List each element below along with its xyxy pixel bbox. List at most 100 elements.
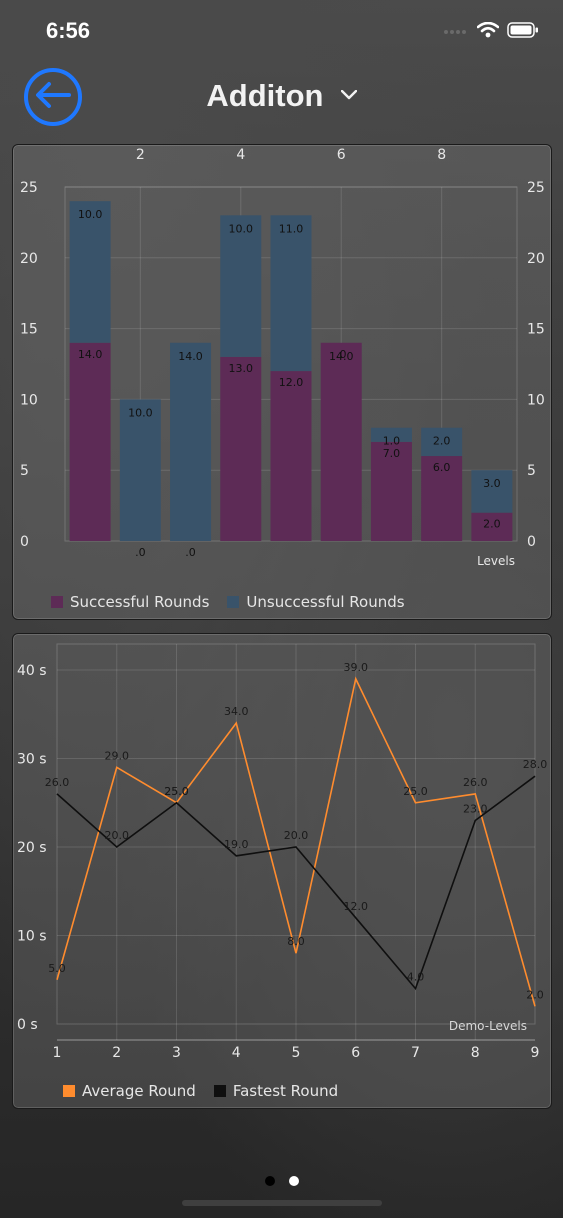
- x-tick-label: 4: [232, 1045, 241, 1061]
- data-label-fastest: 28.0: [523, 758, 548, 771]
- data-label-unsuccessful: 1.0: [383, 435, 401, 448]
- y-tick-label-right: 10: [527, 392, 545, 408]
- legend-swatch-average: [63, 1085, 75, 1097]
- x-tick-label: 1: [53, 1045, 62, 1061]
- data-label-average: 25.0: [403, 785, 428, 798]
- x-tick-label: 5: [292, 1045, 301, 1061]
- data-label-fastest: 12.0: [344, 900, 369, 913]
- y-tick-label-right: 5: [527, 463, 536, 479]
- data-label-average: 39.0: [344, 661, 369, 674]
- plot-area: [56, 643, 536, 1025]
- bar-unsuccessful: [119, 399, 161, 541]
- data-label-unsuccessful: 10.0: [128, 406, 153, 419]
- data-label-fastest: 20.0: [284, 829, 309, 842]
- page-dot-1[interactable]: [264, 1176, 275, 1186]
- arrow-left-icon: [33, 80, 73, 114]
- data-label-fastest: 25.0: [164, 785, 189, 798]
- line-average-round: [56, 676, 536, 1007]
- back-button[interactable]: [24, 68, 82, 126]
- x-tick-label: 6: [337, 147, 346, 163]
- legend-label-unsuccessful: Unsuccessful Rounds: [246, 593, 405, 611]
- bar-successful: [471, 512, 513, 541]
- y-tick-label-left: 20: [20, 251, 38, 267]
- status-icons: [443, 21, 539, 42]
- wifi-icon: [476, 21, 500, 42]
- x-tick-label: 9: [531, 1045, 540, 1061]
- bar-unsuccessful: [170, 342, 212, 541]
- bar-unsuccessful: [370, 427, 412, 442]
- data-label-successful: 12.0: [279, 376, 304, 389]
- page-title: Additon: [206, 78, 324, 113]
- bar-successful: [270, 371, 312, 541]
- legend-label-fastest: Fastest Round: [232, 1082, 339, 1100]
- y-tick-label-left: 5: [20, 463, 29, 479]
- legend-label-successful: Successful Rounds: [70, 593, 210, 611]
- bar-unsuccessful: [220, 215, 262, 357]
- data-label-successful: .0: [185, 546, 196, 559]
- data-label-fastest: 20.0: [105, 829, 130, 842]
- data-label-successful: 6.0: [433, 461, 451, 474]
- bar-unsuccessful: [270, 215, 312, 372]
- data-label-unsuccessful: 10.0: [78, 208, 103, 221]
- data-label-successful: 13.0: [229, 362, 254, 375]
- bar-successful: [421, 456, 463, 541]
- data-label-average: 25.0: [164, 785, 189, 798]
- y-tick-label-left: 0: [20, 534, 29, 550]
- x-tick-label: 3: [172, 1045, 181, 1061]
- data-label-unsuccessful: 3.0: [483, 477, 501, 490]
- legend-item-unsuccessful: Unsuccessful Rounds: [227, 593, 405, 611]
- bar-unsuccessful: [471, 470, 513, 513]
- page-dot-2[interactable]: [288, 1176, 299, 1186]
- x-axis-label: Demo-Levels: [449, 1019, 527, 1033]
- page-indicator[interactable]: [0, 1176, 563, 1186]
- legend-item-successful: Successful Rounds: [51, 593, 209, 611]
- bar-chart-panel: 0 0 5 5 10 10 15 15 20 20 25 25 2 4 6 8 Levels 14.0 10.0 .0…: [12, 144, 552, 620]
- data-label-fastest: 19.0: [224, 838, 249, 851]
- bar-successful: [370, 441, 412, 541]
- x-axis-label: Levels: [477, 554, 515, 568]
- data-label-unsuccessful: 14.0: [178, 350, 203, 363]
- data-label-unsuccessful: 11.0: [279, 222, 304, 235]
- data-label-successful: .0: [135, 546, 146, 559]
- bar-successful: [320, 342, 362, 541]
- line-chart: 0 s 10 s 20 s 30 s 40 s 1 2 3 4 5 6 7 8 9 Demo-Levels 5…: [17, 643, 548, 1061]
- data-label-unsuccessful: 2.0: [433, 435, 451, 448]
- home-indicator: [182, 1200, 382, 1206]
- x-tick-label: 4: [236, 147, 245, 163]
- legend-item-average: Average Round: [63, 1082, 196, 1100]
- data-label-average: 5.0: [48, 962, 66, 975]
- bar-successful: [69, 342, 111, 541]
- line-chart-panel: 0 s 10 s 20 s 30 s 40 s 1 2 3 4 5 6 7 8 9 Demo-Levels 5…: [12, 633, 552, 1109]
- status-time: 6:56: [46, 18, 91, 43]
- x-tick-label: 7: [411, 1045, 420, 1061]
- data-label-fastest: 23.0: [463, 802, 488, 815]
- battery-icon: [507, 22, 539, 42]
- data-label-successful: 2.0: [483, 518, 501, 531]
- chevron-down-icon: [340, 85, 357, 104]
- legend-item-fastest: Fastest Round: [213, 1082, 339, 1100]
- data-label-average: 26.0: [463, 776, 488, 789]
- x-tick-label: 2: [112, 1045, 121, 1061]
- status-bar: 6:56: [0, 0, 563, 60]
- y-tick-label: 40 s: [17, 663, 47, 679]
- y-tick-label-right: 15: [527, 322, 545, 338]
- y-tick-label-right: 25: [527, 180, 545, 196]
- y-tick-label-left: 15: [20, 322, 38, 338]
- legend-swatch-successful: [51, 596, 63, 608]
- data-label-unsuccessful: 10.0: [229, 222, 254, 235]
- title-dropdown[interactable]: Additon: [0, 78, 563, 114]
- legend-label-average: Average Round: [82, 1082, 196, 1100]
- y-tick-label: 10 s: [17, 929, 47, 945]
- bar-successful: [220, 356, 262, 541]
- y-tick-label-left: 25: [20, 180, 38, 196]
- data-label-average: 8.0: [287, 935, 305, 948]
- x-tick-label: 8: [471, 1045, 480, 1061]
- data-label-successful: 14.0: [78, 348, 103, 361]
- data-label-average: 34.0: [224, 705, 249, 718]
- x-tick-label: 8: [437, 147, 446, 163]
- bar-chart: 0 0 5 5 10 10 15 15 20 20 25 25 2 4 6 8 Levels 14.0 10.0 .0…: [20, 147, 545, 568]
- legend-swatch-unsuccessful: [227, 596, 240, 608]
- line-chart-legend: Average Round Fastest Round: [63, 1082, 338, 1100]
- data-label-average: 2.0: [526, 988, 544, 1001]
- y-tick-label: 30 s: [17, 752, 47, 768]
